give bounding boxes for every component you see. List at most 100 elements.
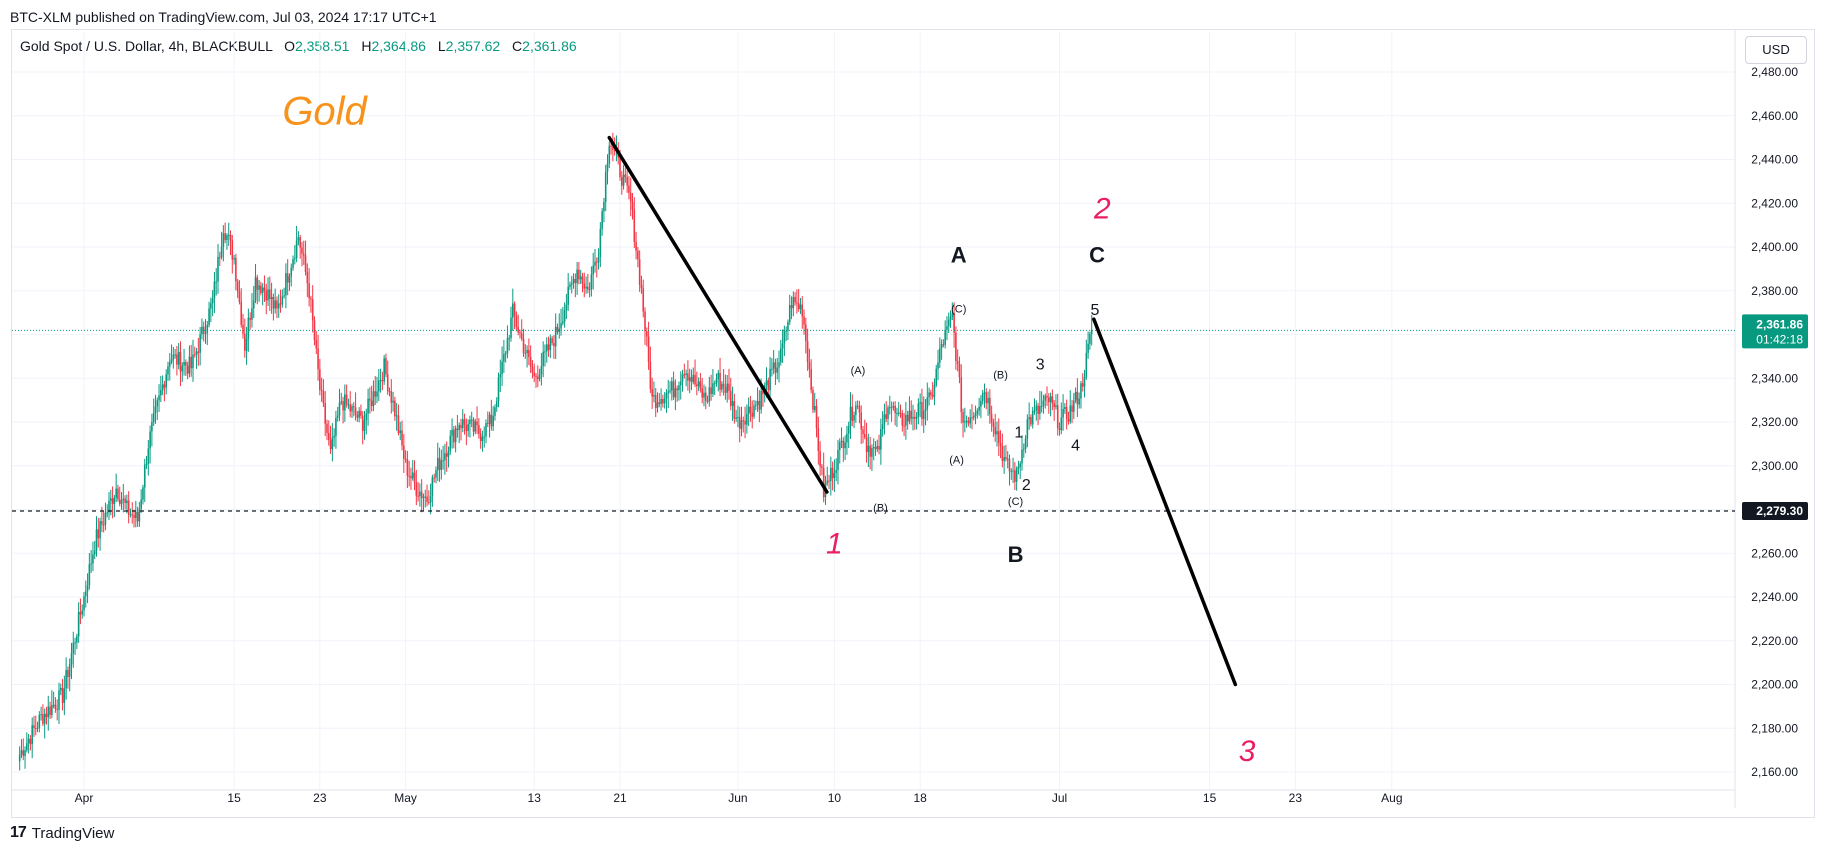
- candle: [417, 481, 419, 502]
- candle: [308, 268, 310, 307]
- candle-body: [51, 705, 53, 715]
- candle: [972, 411, 975, 421]
- candle-body: [190, 356, 192, 369]
- footer-brand[interactable]: 17 TradingView: [10, 824, 114, 842]
- candle: [218, 251, 221, 267]
- candle: [220, 231, 223, 260]
- candle: [383, 355, 385, 385]
- candle-body: [444, 453, 446, 461]
- candle: [533, 363, 536, 383]
- candle-body: [345, 394, 348, 405]
- candle-body: [765, 380, 768, 386]
- candle-body: [754, 404, 757, 406]
- candle: [905, 401, 907, 440]
- chart-title: Gold: [282, 90, 368, 134]
- candle-body: [197, 351, 200, 353]
- candle-body: [887, 407, 889, 419]
- candle-body: [299, 237, 301, 248]
- candle-body: [590, 274, 593, 290]
- candle: [776, 358, 779, 380]
- candle: [599, 222, 602, 268]
- candle-body: [385, 358, 387, 375]
- candle: [956, 349, 959, 372]
- candle: [306, 263, 309, 298]
- candle-body: [865, 437, 868, 452]
- y-tick-label: 2,200.00: [1751, 678, 1798, 692]
- candle-body: [1071, 405, 1073, 412]
- close-value: 2,361.86: [522, 38, 577, 54]
- currency-selector[interactable]: USD: [1745, 36, 1807, 64]
- candle-body: [29, 738, 32, 745]
- candle-body: [767, 380, 770, 391]
- candle: [478, 418, 480, 439]
- candle: [728, 368, 730, 400]
- candle-body: [956, 360, 959, 364]
- candle: [524, 344, 527, 359]
- candle-body: [218, 256, 221, 258]
- candle-body: [965, 420, 968, 422]
- candle: [370, 385, 373, 412]
- candle: [710, 374, 712, 401]
- candle-body: [989, 397, 991, 415]
- candle-body: [392, 400, 394, 403]
- symbol-legend[interactable]: Gold Spot / U.S. Dollar, 4h, BLACKBULL O…: [20, 38, 585, 54]
- candle: [983, 383, 986, 408]
- candle-body: [294, 258, 296, 260]
- y-tick-label: 2,420.00: [1751, 196, 1798, 210]
- candle: [277, 294, 280, 318]
- candle-body: [442, 460, 444, 462]
- candle: [626, 170, 628, 193]
- candle: [799, 297, 802, 314]
- candle: [726, 374, 728, 403]
- candle: [340, 392, 343, 406]
- candle: [288, 273, 291, 291]
- candle-body: [1067, 419, 1070, 422]
- candle-body: [38, 714, 41, 728]
- candle-body: [70, 653, 73, 665]
- candle-body: [1033, 410, 1036, 412]
- y-tick-label: 2,400.00: [1751, 240, 1798, 254]
- support-price-tag: [1742, 502, 1808, 521]
- candle-body: [678, 385, 680, 391]
- candle-body: [140, 499, 142, 509]
- candle: [279, 289, 282, 313]
- symbol-name[interactable]: Gold Spot / U.S. Dollar, 4h, BLACKBULL: [20, 38, 273, 54]
- candle: [683, 363, 686, 379]
- candle: [313, 316, 316, 346]
- candle: [572, 273, 575, 289]
- candle-body: [815, 406, 818, 429]
- candle: [324, 391, 326, 437]
- candle: [974, 405, 977, 425]
- candle-body: [540, 366, 543, 375]
- candle: [939, 337, 941, 368]
- candle-body: [1010, 471, 1013, 473]
- candle: [460, 418, 462, 441]
- candle-body: [556, 326, 559, 333]
- candle: [888, 395, 891, 415]
- candle: [485, 419, 487, 444]
- candle-body: [338, 402, 341, 416]
- candle: [835, 458, 837, 482]
- candle: [554, 313, 557, 360]
- candle: [1015, 466, 1018, 491]
- candle-body: [762, 390, 764, 395]
- candle-body: [544, 351, 546, 353]
- candle: [590, 266, 593, 297]
- candle-body: [1049, 396, 1052, 403]
- candle: [620, 171, 623, 195]
- candle: [796, 289, 798, 314]
- x-tick-label: 10: [828, 791, 842, 805]
- candle: [549, 334, 552, 359]
- candle-body: [61, 688, 64, 703]
- candle-body: [378, 380, 380, 392]
- candle: [967, 416, 970, 427]
- candle-body: [251, 308, 253, 320]
- candle: [326, 419, 328, 441]
- candle: [494, 404, 496, 421]
- candle: [712, 368, 714, 398]
- candle-body: [40, 714, 42, 716]
- candle: [515, 311, 518, 332]
- candle: [544, 344, 546, 367]
- candle: [238, 280, 241, 305]
